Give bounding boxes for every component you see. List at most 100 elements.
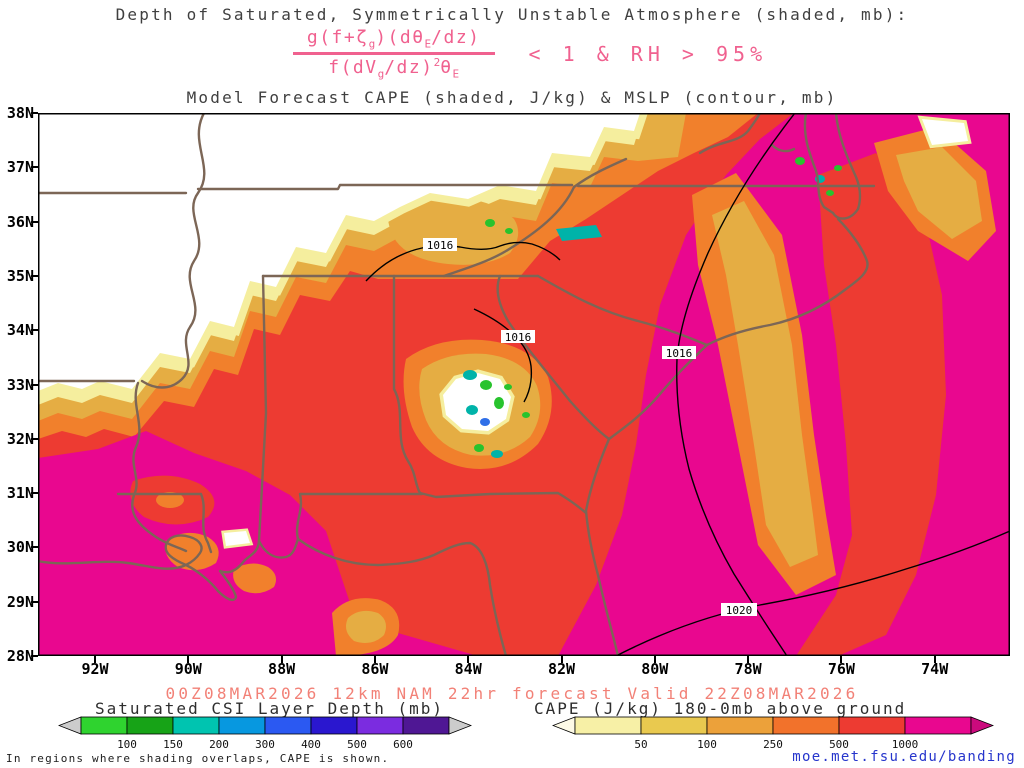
colorbar-segment	[838, 716, 906, 735]
lat-tick-label: 28N	[6, 647, 34, 665]
colorbar-tick-label: 250	[763, 738, 783, 751]
formula-condition: < 1 & RH > 95%	[528, 41, 768, 66]
lat-tick-label: 30N	[6, 538, 34, 557]
legend-title-cape: CAPE (J/kg) 180-0mb above ground	[534, 699, 907, 718]
lat-tick-label: 29N	[6, 592, 34, 611]
csi-shading-spots	[463, 157, 842, 458]
colorbar-tick-label: 300	[255, 738, 275, 751]
formula-fraction-bar	[292, 51, 495, 55]
colorbar-tick-label: 200	[209, 738, 229, 751]
lat-tick-label: 32N	[6, 429, 34, 448]
lon-tick-label: 80W	[641, 660, 669, 678]
contour-label: 1016	[427, 239, 454, 252]
colorbar-segment	[706, 716, 774, 735]
colorbar-tick-label: 500	[829, 738, 849, 751]
axis-tick	[373, 656, 376, 663]
colorbar-segment	[574, 716, 642, 735]
axis-tick	[31, 546, 38, 549]
contour-labels: 1016 1016 1016 1020	[423, 238, 757, 617]
colorbar-tick-label: 150	[163, 738, 183, 751]
legend-title-csi: Saturated CSI Layer Depth (mb)	[95, 699, 444, 718]
lon-tick-label: 84W	[454, 660, 482, 678]
colorbar-tick-label: 1000	[892, 738, 919, 751]
colorbar-segment	[264, 716, 312, 735]
colorbar-tip	[970, 716, 995, 735]
colorbar-tip	[448, 716, 473, 735]
colorbar-segment	[218, 716, 266, 735]
colorbar-segment	[402, 716, 450, 735]
source-link[interactable]: moe.met.fsu.edu/banding	[792, 749, 1016, 765]
formula-fraction: g(f+ζg)(dθE/dz) f(dVg/dz)2θE	[292, 26, 495, 81]
axis-tick	[560, 656, 563, 663]
axis-tick	[31, 220, 38, 223]
axis-tick	[31, 437, 38, 440]
axis-tick	[187, 656, 190, 663]
colorbar-tick-label: 100	[117, 738, 137, 751]
lon-tick-label: 86W	[361, 660, 389, 678]
axis-tick	[31, 166, 38, 169]
lat-tick-label: 38N	[6, 104, 34, 122]
axis-tick	[840, 656, 843, 663]
axis-tick	[31, 383, 38, 386]
colorbar-segment	[172, 716, 220, 735]
map-frame	[38, 113, 1010, 656]
axis-tick	[747, 656, 750, 663]
colorbar-segment	[904, 716, 972, 735]
lon-tick-label: 88W	[268, 660, 296, 678]
forecast-info: 00Z08MAR2026 12km NAM 22hr forecast Vali…	[165, 684, 859, 703]
csi-colorbar-svg: 100 150 200 300 400 500 600	[57, 716, 473, 751]
axis-tick	[31, 274, 38, 277]
axis-tick	[31, 600, 38, 603]
cape-colorbar-svg: 50 100 250 500 1000	[551, 716, 995, 751]
contour-label: 1016	[666, 347, 693, 360]
lon-tick-label: 90W	[174, 660, 202, 678]
axis-tick	[31, 329, 38, 332]
forecast-map-canvas: 1016 1016 1016 1020	[30, 105, 1011, 658]
lat-tick-label: 37N	[6, 158, 34, 177]
overlap-note: In regions where shading overlaps, CAPE …	[6, 752, 390, 765]
axis-tick	[467, 656, 470, 663]
axis-tick	[280, 656, 283, 663]
axis-tick	[94, 656, 96, 663]
axis-tick	[933, 656, 936, 663]
axis-tick	[31, 112, 38, 114]
colorbar-tick-label: 50	[634, 738, 647, 751]
lat-tick-label: 31N	[6, 484, 34, 503]
colorbar-segment	[80, 716, 128, 735]
formula: g(f+ζg)(dθE/dz) f(dVg/dz)2θE < 1 & RH > …	[18, 26, 1024, 81]
title-line1: Depth of Saturated, Symmetrically Unstab…	[115, 5, 909, 24]
formula-numerator: g(f+ζg)(dθE/dz)	[306, 27, 481, 51]
contour-label: 1020	[726, 604, 753, 617]
title-line2: Model Forecast CAPE (shaded, J/kg) & MSL…	[186, 88, 838, 107]
colorbar-segment	[356, 716, 404, 735]
colorbar-tip	[57, 716, 82, 735]
lat-tick-label: 36N	[6, 212, 34, 231]
formula-denominator: f(dVg/dz)2θE	[328, 55, 460, 81]
cape-colorbar: 50 100 250 500 1000	[551, 716, 995, 756]
lon-tick-label: 74W	[921, 660, 949, 678]
colorbar-segment	[126, 716, 174, 735]
lat-tick-label: 34N	[6, 321, 34, 340]
colorbar-tick-label: 100	[697, 738, 717, 751]
lon-tick-label: 76W	[827, 660, 855, 678]
axis-tick	[653, 656, 656, 663]
colorbar-tick-label: 500	[347, 738, 367, 751]
lon-tick-label: 92W	[81, 660, 109, 678]
colorbar-segment	[310, 716, 358, 735]
colorbar-tick-label: 400	[301, 738, 321, 751]
axis-tick	[31, 655, 38, 657]
colorbar-tip	[551, 716, 576, 735]
contour-label: 1016	[505, 331, 532, 344]
colorbar-tick-label: 600	[393, 738, 413, 751]
lat-tick-label: 33N	[6, 375, 34, 394]
lon-tick-label: 78W	[734, 660, 762, 678]
mslp-contours	[365, 112, 1011, 657]
lon-tick-label: 82W	[547, 660, 576, 678]
colorbar-segment	[640, 716, 708, 735]
lat-tick-label: 35N	[6, 266, 34, 285]
colorbar-segment	[772, 716, 840, 735]
forecast-map: 1016 1016 1016 1020	[30, 105, 1011, 658]
csi-colorbar: 100 150 200 300 400 500 600	[57, 716, 473, 756]
map-shading	[30, 105, 1010, 656]
